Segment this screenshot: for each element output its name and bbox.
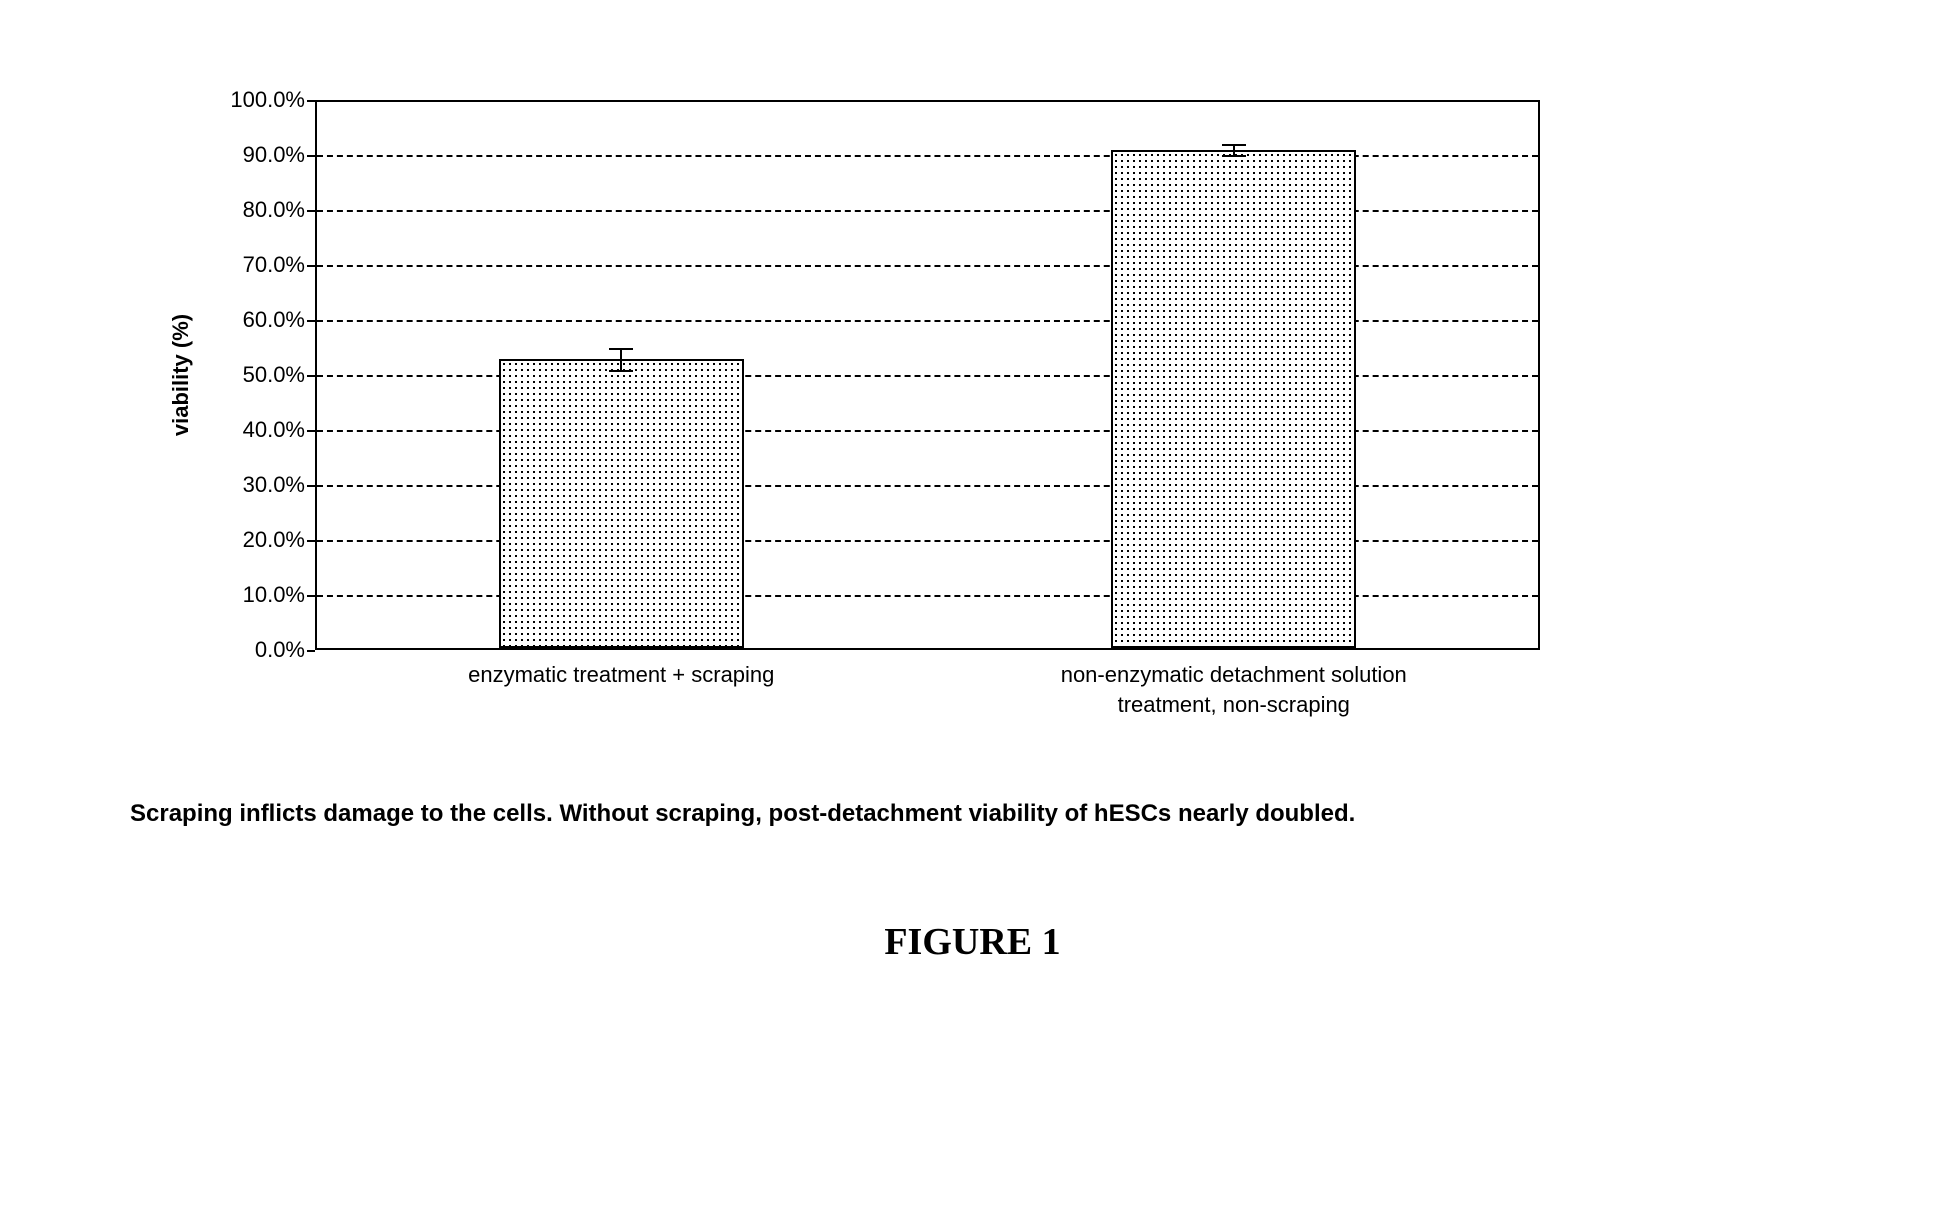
x-axis-label: non-enzymatic detachment solutiontreatme…: [940, 660, 1528, 719]
error-cap: [609, 370, 633, 372]
ytick-mark: [307, 100, 315, 102]
ytick-mark: [307, 595, 315, 597]
ytick-label: 90.0%: [243, 142, 305, 168]
caption: Scraping inflicts damage to the cells. W…: [130, 800, 1690, 828]
ytick-label: 0.0%: [255, 637, 305, 663]
ytick-mark: [307, 485, 315, 487]
y-axis-label: viability (%): [168, 314, 194, 436]
bar-chart: viability (%) 0.0%10.0%20.0%30.0%40.0%50…: [170, 100, 1540, 650]
ytick-mark: [307, 540, 315, 542]
ytick-mark: [307, 265, 315, 267]
bar: [499, 359, 744, 649]
bar: [1111, 150, 1356, 649]
ytick-label: 70.0%: [243, 252, 305, 278]
figure-title: FIGURE 1: [0, 920, 1945, 964]
ytick-label: 80.0%: [243, 197, 305, 223]
ytick-label: 100.0%: [230, 87, 305, 113]
ytick-label: 10.0%: [243, 582, 305, 608]
error-cap: [1222, 155, 1246, 157]
x-axis-label: enzymatic treatment + scraping: [327, 660, 915, 690]
plot-area: 0.0%10.0%20.0%30.0%40.0%50.0%60.0%70.0%8…: [315, 100, 1540, 650]
error-bar: [620, 348, 622, 370]
error-cap: [1222, 144, 1246, 146]
ytick-mark: [307, 155, 315, 157]
ytick-mark: [307, 375, 315, 377]
ytick-mark: [307, 320, 315, 322]
ytick-mark: [307, 210, 315, 212]
ytick-mark: [307, 650, 315, 652]
ytick-label: 50.0%: [243, 362, 305, 388]
ytick-mark: [307, 430, 315, 432]
gridline: [317, 100, 1538, 102]
error-cap: [609, 348, 633, 350]
ytick-label: 60.0%: [243, 307, 305, 333]
ytick-label: 20.0%: [243, 527, 305, 553]
ytick-label: 40.0%: [243, 417, 305, 443]
page: viability (%) 0.0%10.0%20.0%30.0%40.0%50…: [0, 0, 1945, 1229]
ytick-label: 30.0%: [243, 472, 305, 498]
